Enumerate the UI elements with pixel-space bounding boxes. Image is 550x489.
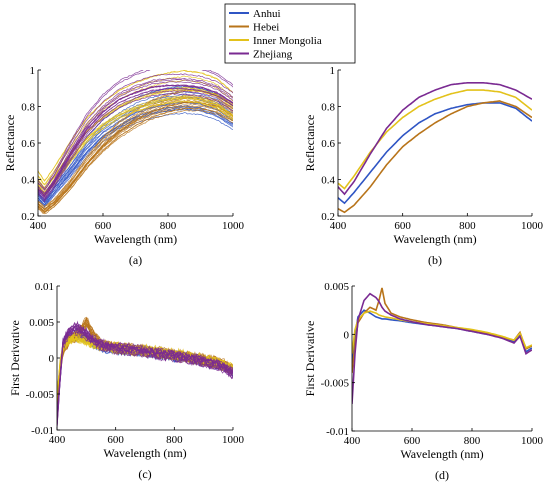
x-tick-label: 400 xyxy=(330,220,347,232)
series-line-zhejiang xyxy=(38,77,233,194)
axes xyxy=(337,70,532,217)
x-tick-label: 600 xyxy=(404,435,421,447)
y-tick-label: 0 xyxy=(49,353,55,365)
legend-label: Anhui xyxy=(253,8,281,20)
x-axis-label: Wavelength (nm) xyxy=(400,447,483,461)
y-tick-label: -0.005 xyxy=(26,389,55,401)
x-tick-label: 400 xyxy=(49,434,66,446)
panel-caption: (b) xyxy=(428,253,442,267)
x-tick-label: 1000 xyxy=(521,435,544,447)
panel-b: 400 600 800 1000 0.2 0.4 0.6 0.8 1 Wavelength (nm… xyxy=(303,65,544,267)
series-line-zhejiang xyxy=(352,292,532,404)
panel-c: 400 600 800 1000 -0.01 -0.005 0 0.005 0.01 Wavele… xyxy=(8,281,245,481)
series-line-zhejiang xyxy=(38,70,233,191)
x-axis-label: Wavelength (nm) xyxy=(393,232,476,246)
panel-caption: (c) xyxy=(138,467,151,481)
series-line-inner-mongolia xyxy=(38,95,233,195)
series-line-hebei xyxy=(352,287,532,374)
series-line-zhejiang xyxy=(57,328,233,428)
series-line-hebei xyxy=(38,95,233,208)
series-line-anhui xyxy=(38,107,233,204)
series-line-zhejiang xyxy=(38,90,233,201)
legend-label: Inner Mongolia xyxy=(253,35,322,47)
series-line-zhejiang xyxy=(57,329,233,425)
y-tick-label: -0.01 xyxy=(31,425,54,437)
series-line-zhejiang xyxy=(38,84,233,197)
x-tick-label: 400 xyxy=(344,435,361,447)
x-tick-label: 800 xyxy=(464,435,481,447)
x-tick-label: 1000 xyxy=(222,220,245,232)
y-tick-label: 1 xyxy=(30,65,36,77)
panels: 400 600 800 1000 0.2 0.4 0.6 0.8 1 Wavelength (nm… xyxy=(3,65,544,482)
panel-d: 400 600 800 1000 -0.01 -0.005 0 0.005 Wavelength… xyxy=(303,281,544,482)
series-line-inner-mongolia xyxy=(38,86,233,191)
series-line-zhejiang xyxy=(38,87,233,199)
y-tick-label: -0.005 xyxy=(321,378,350,390)
series-line-hebei xyxy=(38,96,233,209)
series-line-hebei xyxy=(38,107,233,211)
legend-label: Zhejiang xyxy=(253,49,293,61)
y-tick-label: 0 xyxy=(344,329,350,341)
x-tick-label: 800 xyxy=(459,220,476,232)
series-line-anhui xyxy=(338,102,532,205)
series-line-inner-mongolia xyxy=(57,336,233,401)
y-axis-label: First Derivative xyxy=(8,320,22,396)
y-tick-label: 0.6 xyxy=(321,138,335,150)
series-group xyxy=(57,316,233,430)
y-tick-label: -0.01 xyxy=(326,426,349,438)
series-line-zhejiang xyxy=(38,73,233,191)
series-line-inner-mongolia xyxy=(38,79,233,186)
series-line-zhejiang xyxy=(38,79,233,196)
series-line-zhejiang xyxy=(338,82,532,196)
y-tick-label: 0.2 xyxy=(21,211,35,223)
y-tick-label: 0.2 xyxy=(321,211,335,223)
series-group xyxy=(38,70,233,215)
series-line-inner-mongolia xyxy=(352,310,532,354)
x-tick-label: 600 xyxy=(107,434,124,446)
series-line-hebei xyxy=(338,100,532,214)
series-group xyxy=(352,287,532,404)
y-tick-label: 0.8 xyxy=(321,102,335,114)
series-line-zhejiang xyxy=(38,70,233,189)
x-tick-label: 400 xyxy=(30,220,47,232)
y-tick-label: 0.005 xyxy=(29,317,54,329)
panel-caption: (d) xyxy=(435,468,449,482)
series-line-hebei xyxy=(38,105,233,211)
y-tick-label: 0.01 xyxy=(35,281,54,293)
series-group xyxy=(338,82,532,214)
y-axis-label: Reflectance xyxy=(303,115,317,172)
series-line-zhejiang xyxy=(38,93,233,203)
x-tick-label: 800 xyxy=(166,434,183,446)
y-tick-label: 0.8 xyxy=(21,102,35,114)
panel-caption: (a) xyxy=(129,253,142,267)
legend-label: Hebei xyxy=(253,22,279,34)
y-tick-label: 0.6 xyxy=(21,138,35,150)
y-tick-label: 0.4 xyxy=(321,175,335,187)
x-tick-label: 800 xyxy=(160,220,177,232)
y-tick-label: 0.4 xyxy=(21,175,35,187)
series-line-anhui xyxy=(38,101,233,203)
series-line-inner-mongolia xyxy=(57,337,233,393)
x-tick-label: 1000 xyxy=(521,220,544,232)
x-axis-label: Wavelength (nm) xyxy=(103,446,186,460)
series-line-inner-mongolia xyxy=(38,100,233,198)
series-line-zhejiang xyxy=(57,323,233,424)
y-axis-label: First Derivative xyxy=(303,321,317,397)
series-line-inner-mongolia xyxy=(338,89,532,190)
y-tick-label: 1 xyxy=(330,65,336,77)
panel-a: 400 600 800 1000 0.2 0.4 0.6 0.8 1 Wavelength (nm… xyxy=(3,65,245,267)
y-axis-label: Reflectance xyxy=(3,115,17,172)
y-tick-label: 0.005 xyxy=(324,281,349,293)
x-axis-label: Wavelength (nm) xyxy=(94,232,177,246)
x-tick-label: 600 xyxy=(95,220,112,232)
x-tick-label: 600 xyxy=(394,220,411,232)
axes xyxy=(351,286,532,432)
series-line-anhui xyxy=(38,91,233,201)
x-tick-label: 1000 xyxy=(222,434,245,446)
